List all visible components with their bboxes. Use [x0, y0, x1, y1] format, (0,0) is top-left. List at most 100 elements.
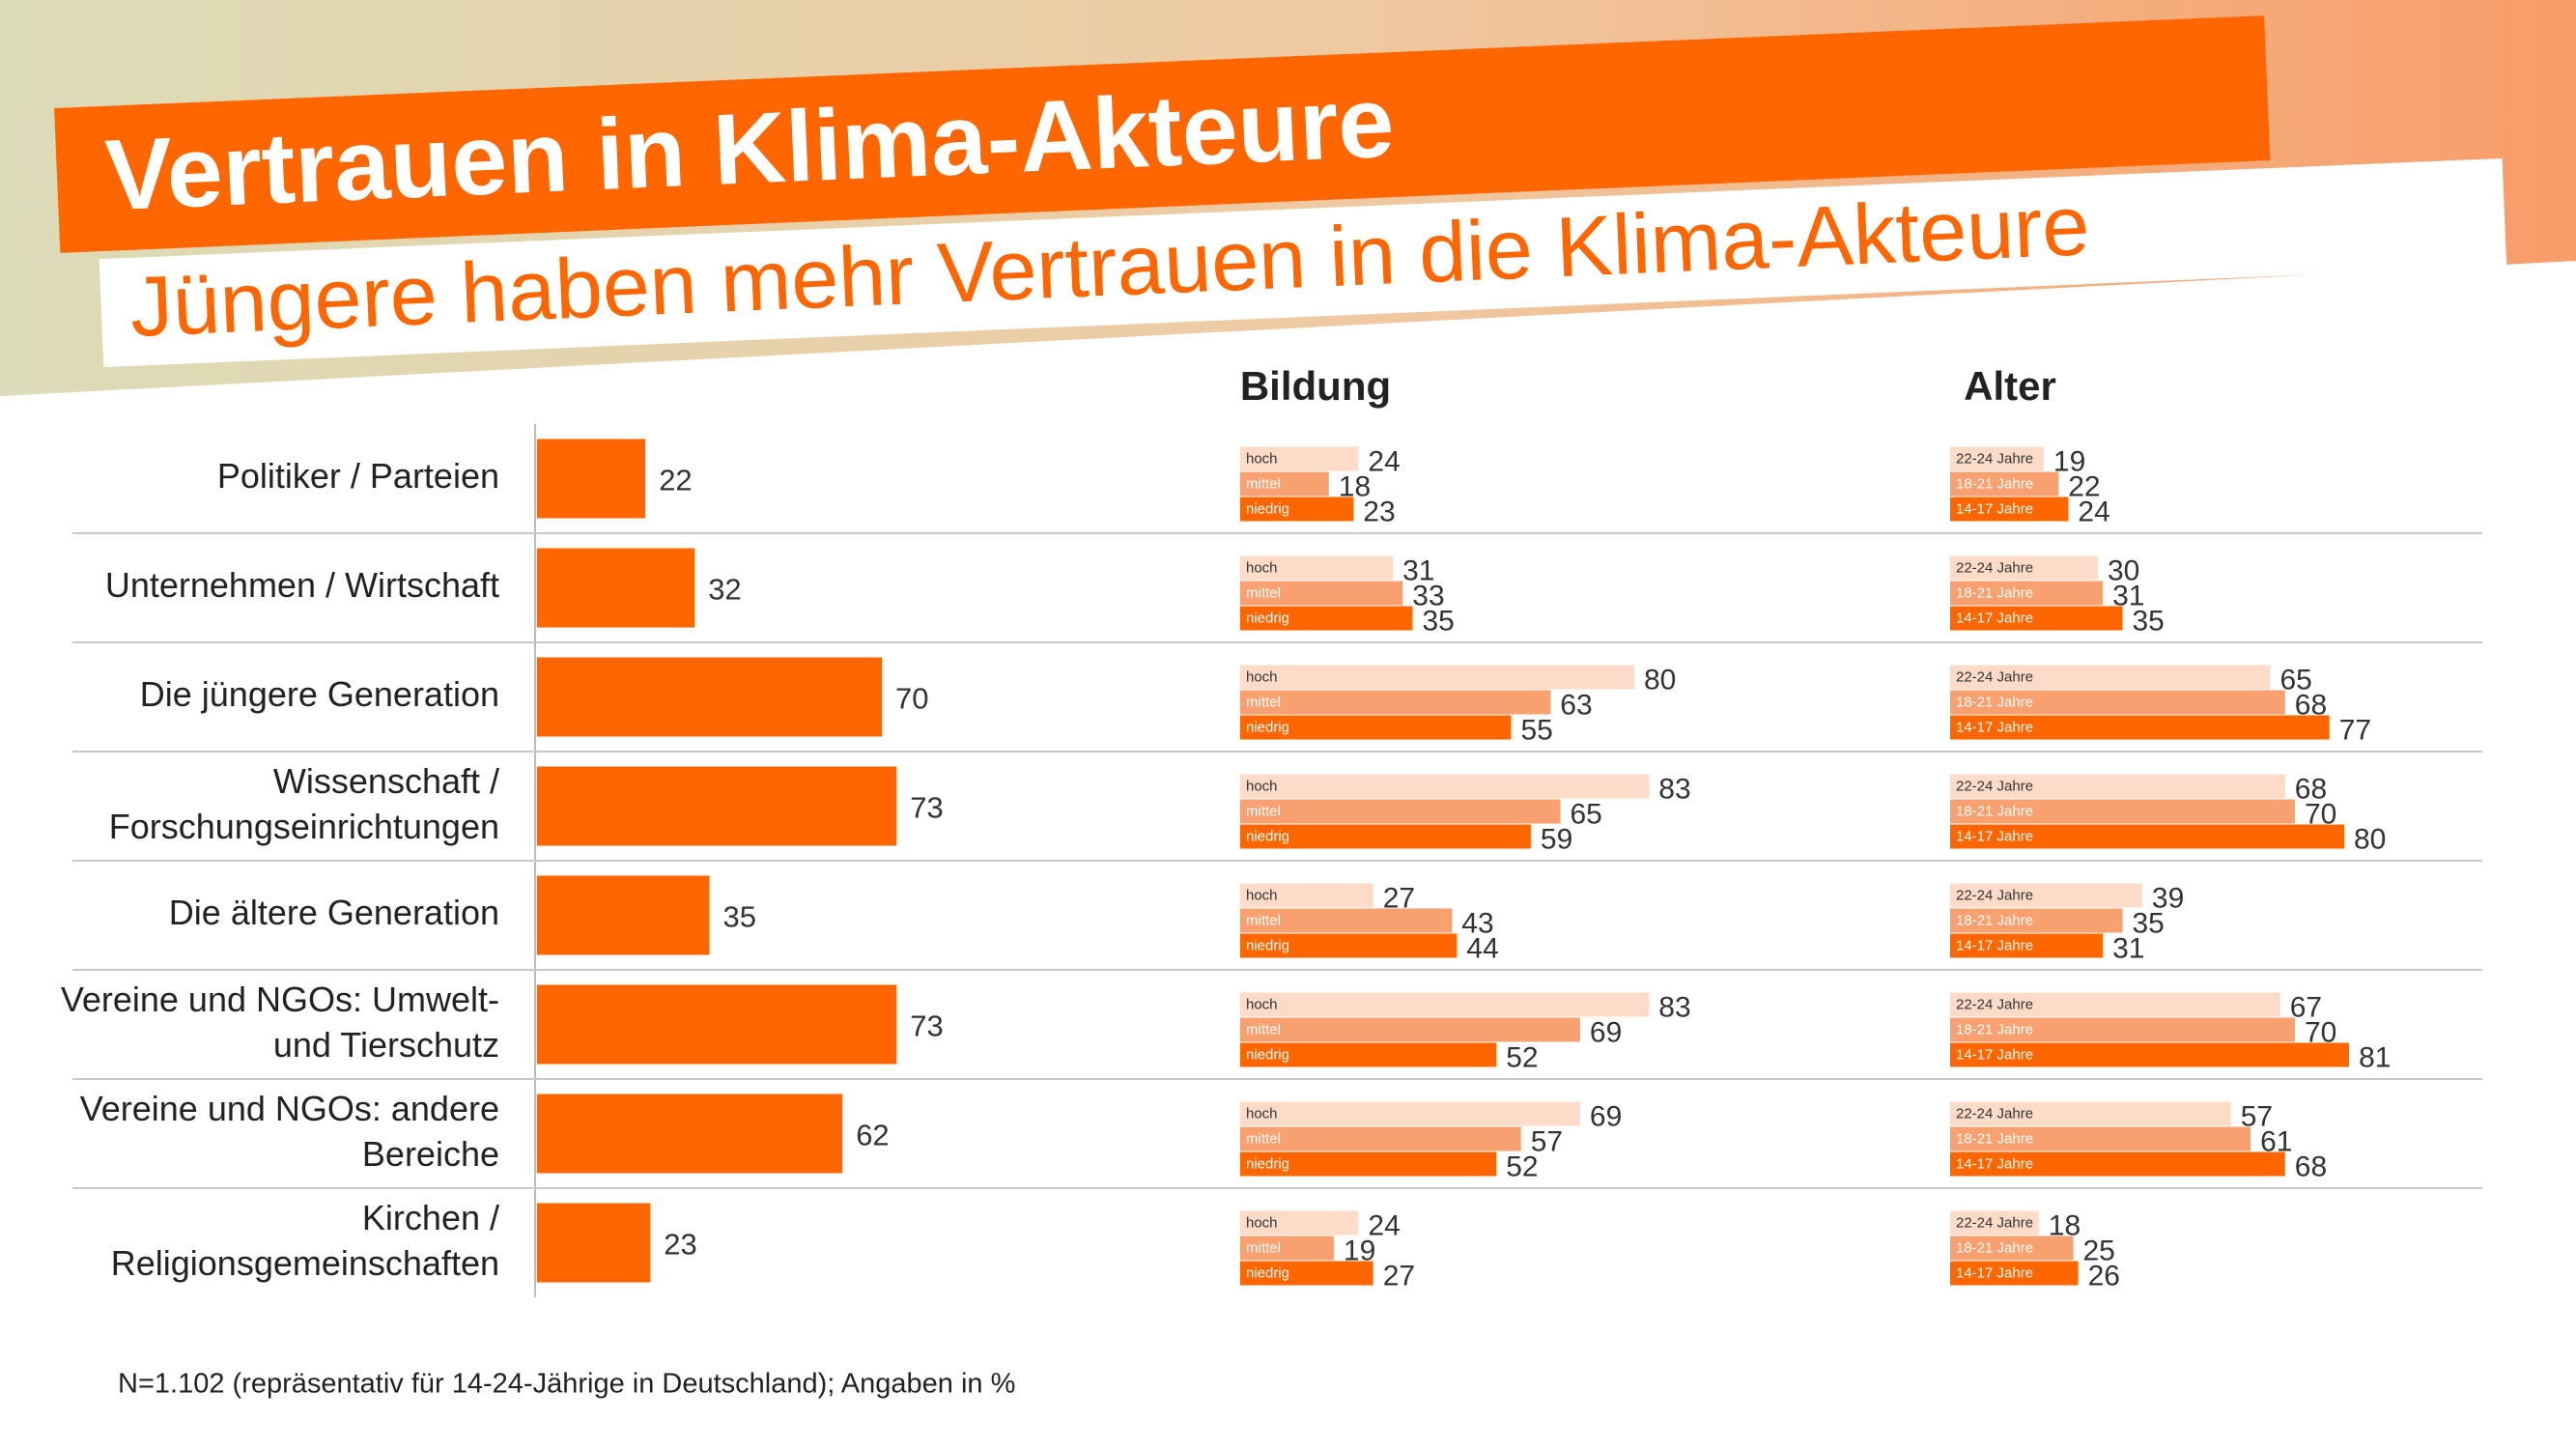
header: Vertrauen in Klima-Akteure Jüngere haben… [54, 15, 2507, 368]
bar [1950, 1126, 2251, 1151]
bar [537, 548, 695, 628]
bar [1240, 606, 1413, 631]
series-label: 14-17 Jahre [1956, 719, 2033, 735]
value-label: 73 [910, 791, 943, 825]
category-label: Vereine und NGOs: Umwelt-und Tierschutz [61, 980, 499, 1065]
series-label: niedrig [1246, 500, 1289, 517]
bar [537, 439, 646, 519]
footnote: N=1.102 (repräsentativ für 14-24-Jährige… [118, 1369, 1015, 1400]
series-label: 22-24 Jahre [1956, 450, 2033, 467]
value-label: 24 [2078, 496, 2109, 527]
series-label: mittel [1246, 1130, 1281, 1147]
bar [1240, 665, 1634, 690]
value-label: 68 [2295, 773, 2327, 805]
bar [1950, 1261, 2079, 1286]
value-label: 59 [1541, 823, 1572, 855]
bar [1950, 1101, 2231, 1126]
bar [1240, 1101, 1580, 1126]
bar [1240, 1151, 1497, 1177]
bar [1950, 471, 2059, 497]
value-label: 22 [2068, 470, 2100, 502]
bar [1240, 824, 1531, 849]
value-label: 80 [1644, 664, 1676, 696]
series-label: mittel [1246, 912, 1281, 928]
series-label: 18-21 Jahre [1956, 1130, 2033, 1147]
value-label: 39 [2152, 882, 2184, 914]
bar [1950, 715, 2330, 740]
value-label: 63 [1560, 689, 1592, 721]
bar [1950, 665, 2271, 690]
value-label: 52 [1506, 1151, 1538, 1182]
series-label: mittel [1246, 1239, 1281, 1256]
bar [1950, 883, 2142, 908]
bar [1240, 933, 1458, 958]
value-label: 52 [1506, 1041, 1538, 1073]
series-label: hoch [1246, 668, 1278, 685]
bar [1950, 992, 2280, 1017]
series-label: 18-21 Jahre [1956, 1021, 2033, 1037]
series-label: 14-17 Jahre [1956, 1046, 2033, 1063]
value-label: 35 [2133, 907, 2165, 939]
series-label: hoch [1246, 1105, 1278, 1122]
value-label: 68 [2295, 1151, 2327, 1182]
value-label: 80 [2354, 823, 2386, 855]
value-label: 73 [910, 1009, 943, 1043]
series-label: 18-21 Jahre [1956, 475, 2033, 492]
title-bar [54, 15, 2271, 253]
series-label: 22-24 Jahre [1956, 559, 2033, 576]
series-label: 22-24 Jahre [1956, 778, 2033, 794]
series-label: 22-24 Jahre [1956, 668, 2033, 685]
series-label: hoch [1246, 450, 1278, 467]
category-label: Wissenschaft / Forschungseinrichtungen [109, 761, 499, 846]
value-label: 65 [2280, 664, 2312, 696]
series-label: niedrig [1246, 937, 1289, 953]
series-label: niedrig [1246, 1264, 1289, 1281]
value-label: 35 [723, 900, 756, 934]
bar [1950, 1236, 2074, 1261]
series-label: hoch [1246, 887, 1278, 903]
value-label: 26 [2088, 1260, 2120, 1292]
panel-title: Alter [1964, 363, 2056, 409]
category-label: Politiker / Parteien [217, 456, 499, 496]
series-label: 14-17 Jahre [1956, 500, 2033, 517]
value-label: 31 [2112, 932, 2144, 964]
bar [537, 1094, 843, 1174]
bar [1240, 690, 1551, 715]
series-label: 22-24 Jahre [1956, 887, 2033, 903]
bar [1950, 497, 2069, 522]
value-label: 65 [1571, 798, 1602, 830]
series-label: 14-17 Jahre [1956, 828, 2033, 844]
value-label: 23 [664, 1228, 696, 1262]
value-label: 32 [708, 573, 741, 607]
bar [1240, 883, 1373, 908]
series-label: 14-17 Jahre [1956, 1155, 2033, 1172]
value-label: 67 [2290, 991, 2322, 1023]
bar [1240, 497, 1354, 522]
value-label: 57 [1531, 1125, 1563, 1157]
bar [537, 1203, 651, 1283]
panel-title: Bildung [1240, 363, 1391, 409]
bar [1240, 799, 1561, 824]
series-label: niedrig [1246, 1155, 1289, 1172]
value-label: 24 [1368, 1209, 1400, 1241]
bar [1240, 715, 1512, 740]
bar [537, 875, 710, 955]
bar [1240, 471, 1329, 497]
series-label: hoch [1246, 778, 1278, 794]
value-label: 27 [1383, 1260, 1415, 1292]
bar [1950, 824, 2344, 849]
series-label: 14-17 Jahre [1956, 1264, 2033, 1281]
bar [1240, 1261, 1373, 1286]
bar [1950, 933, 2104, 958]
bar [1240, 1017, 1580, 1042]
value-label: 55 [1521, 714, 1553, 746]
bar [1240, 1042, 1497, 1067]
bar [1950, 555, 2098, 581]
bar [1950, 446, 2044, 471]
bar [537, 984, 897, 1065]
bar [1240, 992, 1650, 1017]
series-label: mittel [1246, 803, 1281, 819]
bar [1950, 690, 2285, 715]
value-label: 81 [2359, 1041, 2391, 1073]
